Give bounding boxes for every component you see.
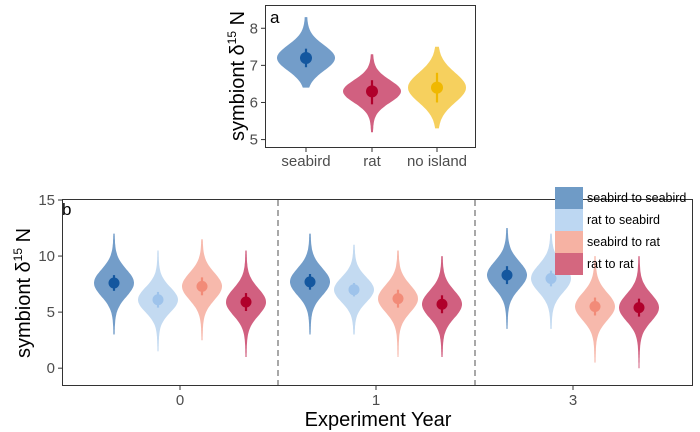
violin-year-3 [487,228,527,329]
panel-a-x-ticks: seabird rat no island [281,147,467,170]
y-tick-label: 7 [250,57,258,74]
legend-item: seabird to rat [555,231,660,253]
legend-swatch [555,231,583,253]
legend-swatch [555,187,583,209]
panel-a-y-axis-title-suffix: N [227,11,249,31]
panel-a: a 5 6 7 8 seabird rat no island symbiont δ15 … [225,5,476,170]
panel-b-x-axis-title: Experiment Year [305,409,452,431]
violin-year-0 [138,250,178,352]
x-tick-label: seabird [281,153,330,170]
violin-rat [343,54,401,133]
panel-a-y-ticks: 5 6 7 8 [250,20,266,149]
series-rat-to-seabird [138,233,571,352]
legend-swatch [555,253,583,275]
violin-year-1 [378,250,418,357]
panel-b-y-axis-title-main: symbiont δ [13,261,35,358]
panel-b-y-axis-title-suffix: N [13,228,35,248]
x-tick-label: rat [363,153,381,170]
y-tick-label: 0 [47,360,55,377]
violin-year-1 [290,233,330,335]
mean-point [436,298,448,310]
panel-b-y-axis-title: symbiont δ15 N [11,228,35,358]
y-tick-label: 15 [38,192,55,209]
mean-point [431,81,443,94]
legend-label: rat to seabird [587,213,660,227]
legend-label: seabird to rat [587,235,660,249]
series-rat-to-rat [226,250,659,369]
y-tick-label: 6 [250,94,258,111]
violin-no-island [408,46,466,129]
panel-b-x-ticks: 0 1 3 [176,385,577,409]
violin-year-0 [94,233,134,335]
violin-year-1 [422,256,462,357]
panel-a-y-axis-title-main: symbiont δ [227,44,249,141]
violin-year-3 [531,233,571,329]
violin-year-1 [334,244,374,335]
panel-a-y-axis-title: symbiont δ15 N [225,11,249,141]
legend-swatch [555,209,583,231]
mean-point [366,85,378,98]
legend-item: seabird to seabird [555,187,686,209]
y-tick-label: 5 [250,132,258,149]
panel-b-violins [94,228,659,369]
panel-a-y-axis-title-sup: 15 [225,31,239,45]
mean-point [304,276,316,288]
series-seabird-to-rat [182,239,615,363]
y-tick-label: 8 [250,20,258,37]
x-tick-label: no island [407,153,467,170]
mean-point [152,294,164,306]
mean-point [392,293,404,305]
mean-point [108,277,120,289]
panel-a-violins [277,17,466,133]
panel-a-tag: a [270,8,280,27]
mean-point [501,269,513,281]
mean-point [196,280,208,292]
panel-b-y-ticks: 0 5 10 15 [38,192,63,377]
mean-point [589,301,601,313]
x-tick-label: 1 [372,392,380,409]
mean-point [300,51,312,64]
series-seabird-to-seabird [94,228,527,335]
y-tick-label: 5 [47,304,55,321]
mean-point [348,284,360,296]
legend-item: rat to rat [555,253,634,275]
legend-label: rat to rat [587,257,634,271]
mean-point [545,272,557,284]
panel-b-tag: b [62,200,71,219]
legend: seabird to seabird rat to seabird seabird … [555,187,686,275]
violin-year-0 [182,239,222,341]
mean-point [240,296,252,308]
violin-year-3 [619,256,659,369]
x-tick-label: 0 [176,392,184,409]
legend-item: rat to seabird [555,209,660,231]
violin-year-0 [226,250,266,357]
legend-label: seabird to seabird [587,191,686,205]
mean-point [633,302,645,314]
panel-b-y-axis-title-sup: 15 [11,248,25,262]
x-tick-label: 3 [569,392,577,409]
violin-year-3 [575,256,615,363]
violin-seabird [277,17,335,88]
y-tick-label: 10 [38,248,55,265]
